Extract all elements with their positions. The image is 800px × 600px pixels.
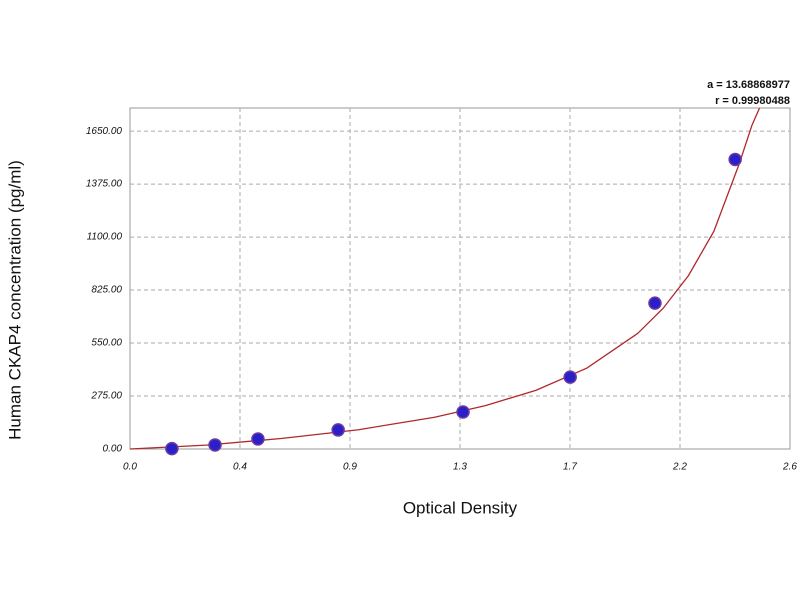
x-tick-label: 0.4 xyxy=(233,462,247,473)
y-tick-label: 550.00 xyxy=(91,338,122,349)
x-axis-title: Optical Density xyxy=(403,498,518,517)
y-tick-label: 1650.00 xyxy=(86,126,123,137)
fit-curve xyxy=(129,107,761,450)
x-tick-label: 1.7 xyxy=(563,462,577,473)
x-tick-label: 2.2 xyxy=(672,462,687,473)
x-tick-label: 1.3 xyxy=(453,462,467,473)
x-tick-label: 0.0 xyxy=(123,462,137,473)
data-point xyxy=(563,370,577,384)
y-tick-label: 1100.00 xyxy=(87,232,123,243)
annotation: r = 0.99980488 xyxy=(715,95,790,107)
x-tick-label: 2.6 xyxy=(782,462,797,473)
x-tick-label: 0.9 xyxy=(343,462,357,473)
y-tick-label: 1375.00 xyxy=(86,179,123,190)
data-point xyxy=(456,405,470,419)
y-tick-label: 825.00 xyxy=(91,285,122,296)
data-point xyxy=(648,296,662,310)
annotation: a = 13.68868977 xyxy=(707,79,790,91)
data-point xyxy=(251,432,265,446)
y-tick-label: 275.00 xyxy=(90,391,122,402)
data-point xyxy=(208,438,222,452)
data-point xyxy=(165,441,179,456)
y-axis-title: Human CKAP4 concentration (pg/ml) xyxy=(5,160,24,440)
data-point xyxy=(331,423,345,437)
y-tick-label: 0.00 xyxy=(103,444,123,455)
data-point xyxy=(728,152,742,167)
